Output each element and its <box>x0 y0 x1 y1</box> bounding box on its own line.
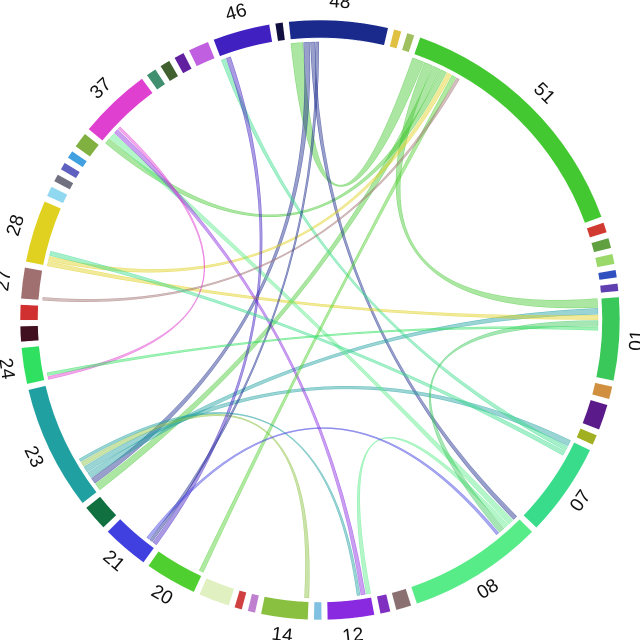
sector <box>599 283 619 294</box>
sector <box>198 577 235 607</box>
sector <box>586 222 608 239</box>
chord <box>198 74 457 573</box>
sector <box>389 28 402 49</box>
chord <box>42 77 460 303</box>
chord <box>152 56 263 546</box>
sector <box>19 325 40 343</box>
sector <box>53 174 74 191</box>
sector-label: 20 <box>147 581 176 610</box>
sector-label: 46 <box>223 0 249 26</box>
sector <box>85 496 117 528</box>
sector <box>233 589 247 611</box>
sector <box>213 24 273 57</box>
sector-label: 08 <box>473 575 502 604</box>
sector-label: 12 <box>341 624 364 640</box>
chord <box>109 133 514 525</box>
chord <box>49 250 566 456</box>
sector <box>274 22 286 42</box>
sector-label: 27 <box>0 269 16 293</box>
chord <box>146 427 500 540</box>
sector <box>391 588 412 611</box>
sector <box>260 596 309 621</box>
sector <box>326 597 375 621</box>
sector <box>75 133 100 158</box>
sector <box>107 518 155 563</box>
chord <box>220 58 568 451</box>
sector-label: 37 <box>86 74 116 104</box>
sector <box>46 186 68 204</box>
chord <box>91 41 311 484</box>
sector <box>288 19 389 46</box>
chord <box>310 41 518 520</box>
sector <box>146 68 166 91</box>
sector <box>313 601 322 621</box>
sector <box>67 150 88 168</box>
sector <box>576 427 598 446</box>
sector <box>591 382 613 400</box>
chord <box>47 126 205 380</box>
sector <box>597 269 618 281</box>
chord <box>48 72 452 273</box>
chord <box>46 326 599 376</box>
sector-label: 51 <box>529 79 559 109</box>
chord <box>290 42 425 187</box>
sector <box>173 52 193 74</box>
sector <box>582 399 609 431</box>
sector <box>159 60 179 82</box>
sector-label: 23 <box>19 443 47 471</box>
chord <box>114 129 366 596</box>
chord <box>80 414 310 599</box>
chord <box>87 308 599 478</box>
chord <box>78 412 361 596</box>
sector <box>147 550 202 593</box>
sector-label: 07 <box>566 486 595 515</box>
chord <box>105 69 447 217</box>
sector <box>88 78 154 142</box>
chord <box>149 41 320 542</box>
sector <box>590 237 612 253</box>
sector <box>27 385 98 504</box>
sector <box>401 32 415 53</box>
sector <box>410 518 533 605</box>
chord <box>47 261 599 320</box>
sector <box>20 267 43 301</box>
sector <box>188 41 216 67</box>
sector <box>21 345 45 385</box>
sector <box>247 593 260 614</box>
sector <box>413 36 603 224</box>
chord <box>356 436 509 595</box>
sector-label: 14 <box>270 624 294 640</box>
sector-label: 01 <box>626 329 640 351</box>
sector-label: 24 <box>0 357 18 382</box>
sector <box>594 253 615 268</box>
sector <box>19 304 39 321</box>
sector <box>523 441 591 529</box>
sector <box>376 593 391 615</box>
chords <box>42 41 599 599</box>
chord <box>83 385 571 473</box>
sector-label: 28 <box>3 212 29 238</box>
sector <box>595 296 621 382</box>
sector-label: 21 <box>99 546 129 576</box>
sector <box>25 200 62 266</box>
sector-label: 48 <box>329 0 351 13</box>
sector <box>60 162 81 179</box>
